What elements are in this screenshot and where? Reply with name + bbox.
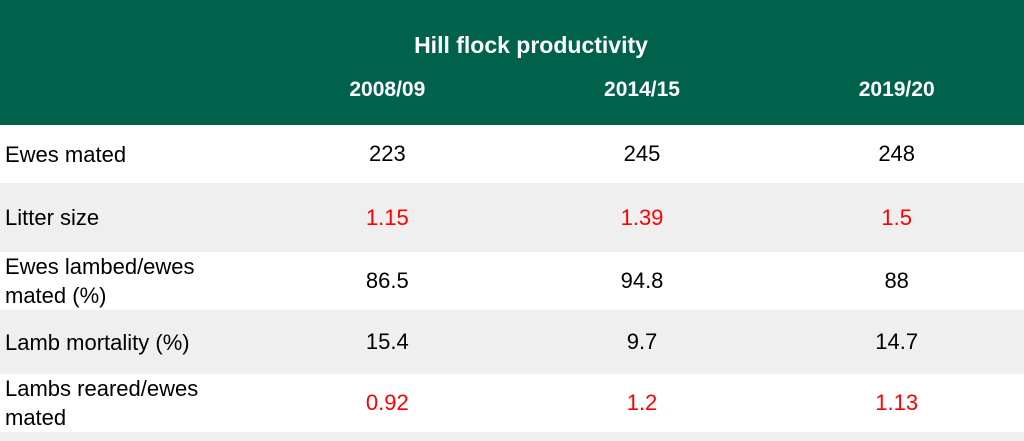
table-row-ewes-lambed: Ewes lambed/ewes mated (%) 86.5 94.8 88 — [0, 252, 1024, 310]
cell-value: 88 — [884, 268, 909, 293]
cell-value: 1.2 — [626, 390, 658, 415]
cell-value: 9.7 — [626, 329, 658, 354]
row-label: Ewes lambed/ewes mated (%) — [5, 254, 195, 308]
row-label: Ewes mated — [5, 141, 127, 167]
cell-value: 1.5 — [881, 204, 912, 230]
table-row-ewes-mated: Ewes mated 223 245 248 — [0, 125, 1024, 183]
cell-value: 14.7 — [875, 329, 919, 354]
next-row-cutoff-strip — [0, 432, 1024, 441]
column-header-2008-09: 2008/09 — [349, 78, 426, 101]
table-header-band: Hill flock productivity 2008/09 2014/15 … — [0, 0, 1024, 125]
column-header-2019-20: 2019/20 — [858, 78, 935, 101]
row-values: 0.92 1.2 1.13 — [260, 390, 1024, 416]
table-row-lamb-mortality: Lamb mortality (%) 15.4 9.7 14.7 — [0, 310, 1024, 374]
row-values: 15.4 9.7 14.7 — [260, 329, 1024, 355]
cell-value: 1.15 — [365, 204, 409, 230]
column-header-2014-15: 2014/15 — [604, 78, 680, 101]
table-row-litter-size: Litter size 1.15 1.39 1.5 — [0, 183, 1024, 252]
cell-value: 1.39 — [620, 204, 664, 230]
cell-value: 223 — [368, 141, 406, 166]
column-header-row: 2008/09 2014/15 2019/20 — [0, 77, 1024, 103]
row-label: Lamb mortality (%) — [5, 329, 190, 355]
label-column-spacer — [0, 77, 260, 103]
cell-value: 94.8 — [620, 268, 664, 293]
cell-value: 248 — [878, 141, 916, 166]
cell-value: 1.13 — [875, 390, 919, 415]
table-title: Hill flock productivity — [414, 32, 648, 58]
row-label: Lambs reared/ewes mated — [5, 376, 199, 430]
cell-value: 0.92 — [365, 390, 409, 415]
cell-value: 245 — [623, 141, 661, 166]
table-row-lambs-reared: Lambs reared/ewes mated 0.92 1.2 1.13 — [0, 374, 1024, 432]
row-values: 86.5 94.8 88 — [260, 268, 1024, 294]
cell-value: 86.5 — [365, 268, 409, 293]
row-values: 223 245 248 — [260, 141, 1024, 167]
cell-value: 15.4 — [365, 329, 409, 354]
row-label: Litter size — [5, 205, 100, 230]
row-values: 1.15 1.39 1.5 — [260, 205, 1024, 231]
